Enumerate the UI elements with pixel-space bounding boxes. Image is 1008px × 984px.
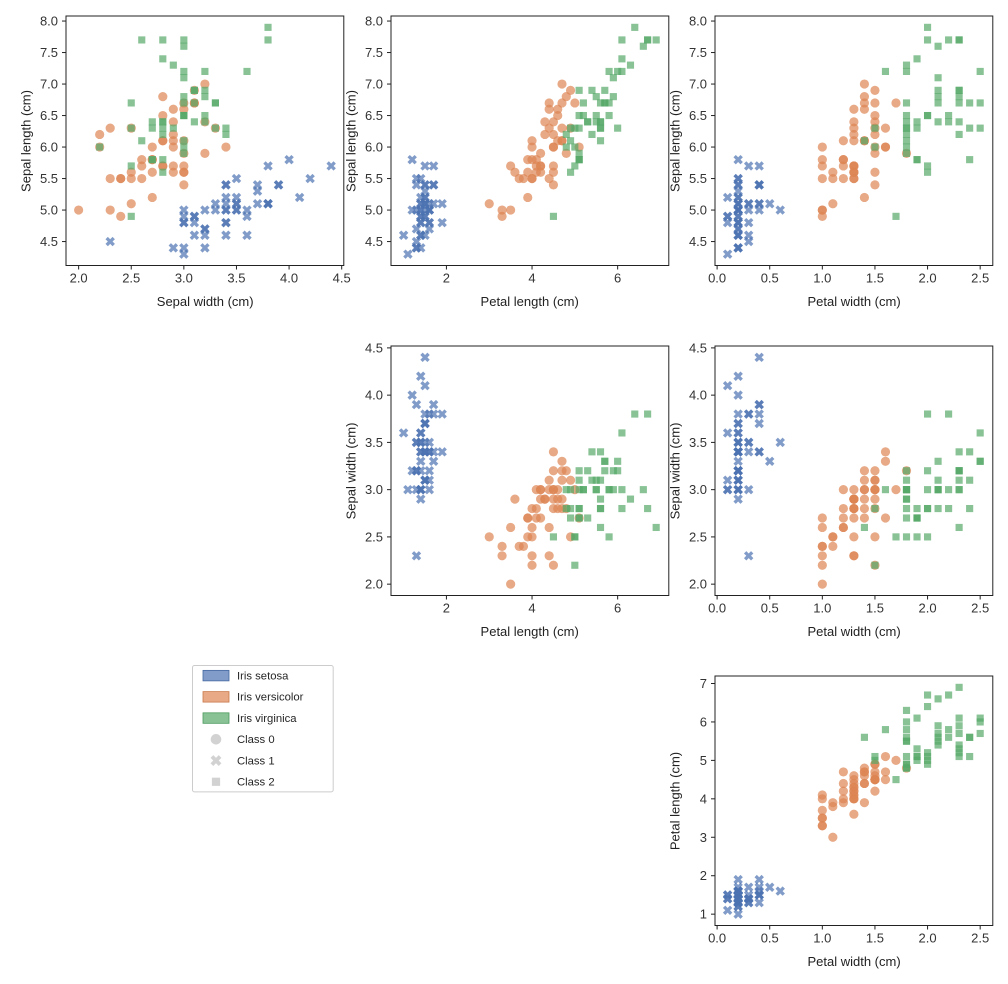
svg-text:7.0: 7.0 [40,77,58,92]
svg-text:Sepal length (cm): Sepal length (cm) [668,90,683,192]
svg-text:Iris virginica: Iris virginica [237,712,297,724]
svg-text:6.5: 6.5 [40,108,58,123]
svg-text:Sepal width (cm): Sepal width (cm) [343,422,358,519]
svg-text:2.0: 2.0 [365,577,383,592]
svg-text:6: 6 [614,270,621,285]
svg-text:5.0: 5.0 [365,203,383,218]
svg-text:Sepal length (cm): Sepal length (cm) [343,90,358,192]
svg-text:6: 6 [700,715,707,730]
svg-text:0.5: 0.5 [761,601,779,616]
svg-text:5: 5 [700,753,707,768]
svg-text:Sepal length (cm): Sepal length (cm) [19,90,34,192]
svg-text:Class 0: Class 0 [237,734,275,746]
svg-text:3.0: 3.0 [175,270,193,285]
svg-text:1.5: 1.5 [866,270,884,285]
svg-text:4.5: 4.5 [689,340,707,355]
svg-text:4.5: 4.5 [689,234,707,249]
svg-text:4: 4 [528,601,535,616]
svg-text:2.5: 2.5 [689,530,707,545]
svg-text:2: 2 [700,868,707,883]
svg-text:3.5: 3.5 [689,435,707,450]
svg-text:7.0: 7.0 [689,77,707,92]
svg-text:4.0: 4.0 [280,270,298,285]
svg-text:0.0: 0.0 [708,270,726,285]
svg-text:2: 2 [443,270,450,285]
svg-text:2.5: 2.5 [971,270,989,285]
svg-text:5.5: 5.5 [365,171,383,186]
svg-text:Iris setosa: Iris setosa [237,670,289,682]
svg-text:6.5: 6.5 [365,108,383,123]
svg-text:4.5: 4.5 [333,270,351,285]
svg-text:2.0: 2.0 [70,270,88,285]
svg-text:8.0: 8.0 [40,14,58,29]
svg-text:7.5: 7.5 [689,45,707,60]
svg-text:3.5: 3.5 [365,435,383,450]
svg-text:Iris versicolor: Iris versicolor [237,691,304,703]
svg-text:0.0: 0.0 [708,931,726,946]
svg-text:4: 4 [528,270,535,285]
svg-text:6: 6 [614,601,621,616]
svg-text:7.5: 7.5 [40,45,58,60]
svg-text:7: 7 [700,676,707,691]
svg-text:7.5: 7.5 [365,45,383,60]
svg-text:2.5: 2.5 [365,530,383,545]
svg-text:5.0: 5.0 [40,203,58,218]
svg-text:7.0: 7.0 [365,77,383,92]
svg-text:2.5: 2.5 [123,270,141,285]
svg-text:4.5: 4.5 [365,234,383,249]
svg-text:4.5: 4.5 [365,340,383,355]
svg-text:8.0: 8.0 [689,14,707,29]
svg-text:1.0: 1.0 [813,601,831,616]
svg-text:2.5: 2.5 [971,931,989,946]
svg-text:3: 3 [700,830,707,845]
svg-text:2.5: 2.5 [971,601,989,616]
svg-text:1.5: 1.5 [866,931,884,946]
svg-text:1.0: 1.0 [813,270,831,285]
svg-text:5.0: 5.0 [689,203,707,218]
svg-text:2.0: 2.0 [689,577,707,592]
svg-text:Sepal width (cm): Sepal width (cm) [668,422,683,519]
svg-text:Class 1: Class 1 [237,755,275,767]
svg-text:5.5: 5.5 [40,171,58,186]
svg-text:2: 2 [443,601,450,616]
svg-text:0.5: 0.5 [761,931,779,946]
svg-text:8.0: 8.0 [365,14,383,29]
svg-text:5.5: 5.5 [689,171,707,186]
svg-text:1.0: 1.0 [813,931,831,946]
svg-text:Class 2: Class 2 [237,776,275,788]
svg-text:2.0: 2.0 [919,270,937,285]
svg-text:0.0: 0.0 [708,601,726,616]
svg-text:6.5: 6.5 [689,108,707,123]
svg-text:Petal length (cm): Petal length (cm) [668,752,683,850]
svg-text:2.0: 2.0 [919,601,937,616]
svg-text:0.5: 0.5 [761,270,779,285]
svg-text:4.0: 4.0 [689,388,707,403]
svg-text:4.5: 4.5 [40,234,58,249]
svg-text:4.0: 4.0 [365,388,383,403]
svg-text:3.5: 3.5 [228,270,246,285]
svg-text:1: 1 [700,907,707,922]
svg-text:1.5: 1.5 [866,601,884,616]
svg-text:2.0: 2.0 [919,931,937,946]
